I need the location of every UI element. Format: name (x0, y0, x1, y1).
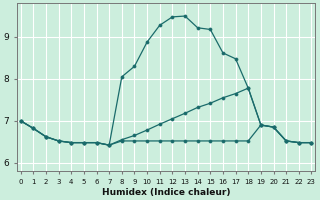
X-axis label: Humidex (Indice chaleur): Humidex (Indice chaleur) (102, 188, 230, 197)
